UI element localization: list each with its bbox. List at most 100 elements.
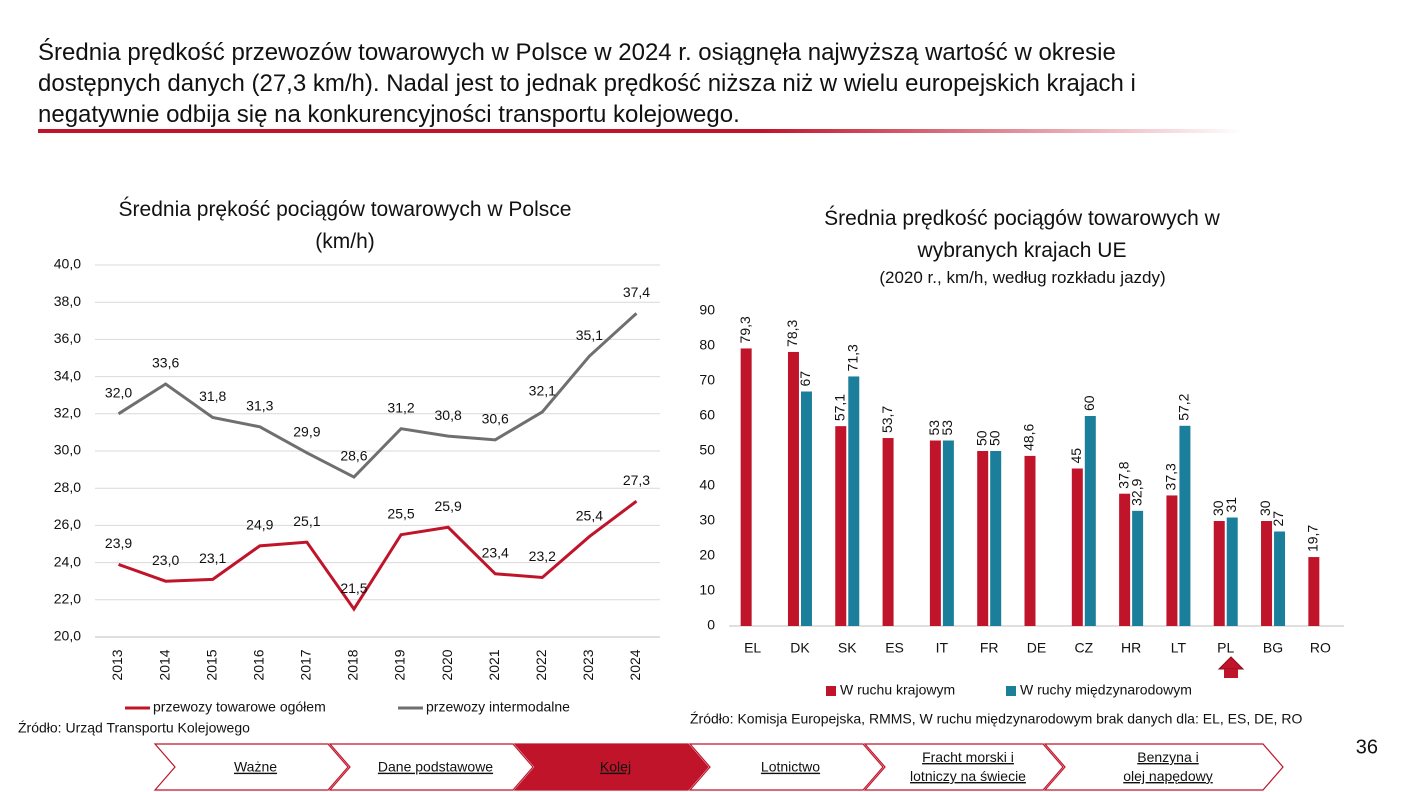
value-label: 33,6 [152, 355, 179, 371]
value-label: 29,9 [293, 424, 320, 440]
bar [1024, 455, 1036, 626]
x-tick-label: HR [1121, 640, 1141, 656]
source: Źródło: Komisja Europejska, RMMS, W ruch… [690, 711, 1302, 727]
bar [1132, 510, 1144, 626]
value-label: 31 [1223, 497, 1239, 513]
value-label: 37,8 [1115, 461, 1131, 488]
nav-chevron [1043, 743, 1284, 791]
y-tick-label: 70 [699, 372, 715, 388]
y-tick-label: 22,0 [54, 591, 81, 607]
y-tick-label: 20 [699, 547, 715, 563]
value-label: 31,2 [387, 399, 414, 415]
value-label: 23,4 [482, 544, 509, 560]
nav-link[interactable]: Dane podstawowe [378, 759, 493, 775]
bar [1119, 493, 1131, 626]
x-tick-label: 2015 [203, 649, 219, 680]
source: Źródło: Urząd Transportu Kolejowego [18, 720, 250, 736]
bar [1213, 521, 1225, 626]
x-tick-label: 2017 [298, 649, 314, 680]
bar [990, 451, 1002, 626]
y-tick-label: 10 [699, 582, 715, 598]
header-underline [38, 129, 1243, 133]
value-label: 57,1 [831, 394, 847, 421]
value-label: 25,9 [435, 498, 462, 514]
bar [942, 440, 954, 626]
bar [1261, 521, 1273, 626]
value-label: 57,2 [1176, 393, 1192, 420]
bar [787, 351, 799, 626]
value-label: 32,1 [529, 383, 556, 399]
nav-link[interactable]: Ważne [234, 759, 277, 775]
value-label: 32,9 [1128, 478, 1144, 505]
value-label: 23,1 [199, 550, 226, 566]
x-tick-label: RO [1310, 640, 1331, 656]
legend-label: W ruchy międzynarodowym [1020, 682, 1192, 698]
value-label: 27 [1270, 511, 1286, 527]
value-label: 53 [926, 420, 942, 436]
y-tick-label: 90 [699, 302, 715, 318]
nav-link[interactable]: Lotnictwo [761, 759, 820, 775]
header: Średnia prędkość przewozów towarowych w … [38, 37, 1136, 130]
nav-link[interactable]: Benzyna i olej napędowy [1123, 749, 1213, 784]
bar [1166, 495, 1178, 626]
x-tick-label: 2014 [156, 649, 172, 680]
x-tick-label: 2013 [109, 649, 125, 680]
pl-arrow [1224, 669, 1238, 678]
bar [1071, 468, 1083, 626]
value-label: 32,0 [105, 385, 132, 401]
value-label: 25,1 [293, 513, 320, 529]
value-label: 19,7 [1305, 525, 1321, 552]
value-label: 53,7 [879, 406, 895, 433]
value-label: 30,8 [435, 407, 462, 423]
value-label: 37,3 [1163, 463, 1179, 490]
y-tick-label: 50 [699, 442, 715, 458]
value-label: 30 [1257, 500, 1273, 516]
x-tick-label: ES [885, 640, 904, 656]
y-tick-label: 40,0 [54, 256, 81, 272]
bar [848, 376, 860, 626]
x-tick-label: FR [980, 640, 999, 656]
y-tick-label: 38,0 [54, 293, 81, 309]
value-label: 31,8 [199, 388, 226, 404]
x-tick-label: LT [1171, 640, 1187, 656]
x-tick-label: 2016 [250, 649, 266, 680]
nav-chevron [863, 743, 1064, 791]
nav-chevron [328, 743, 534, 791]
y-tick-label: 24,0 [54, 553, 81, 569]
line [117, 312, 638, 479]
header-line: dostępnych danych (27,3 km/h). Nadal jes… [38, 70, 1136, 97]
value-label: 27,3 [623, 472, 650, 488]
nav-link[interactable]: Fracht morski i lotniczy na świecie [910, 749, 1026, 784]
y-tick-label: 26,0 [54, 516, 81, 532]
nav-link[interactable]: Kolej [600, 759, 631, 775]
value-label: 31,3 [246, 398, 273, 414]
y-tick-label: 80 [699, 337, 715, 353]
value-label: 71,3 [844, 344, 860, 371]
y-tick-label: 30,0 [54, 442, 81, 458]
x-tick-label: CZ [1074, 640, 1093, 656]
y-tick-label: 60 [699, 407, 715, 423]
chart-subtitle: (2020 r., km/h, według rozkładu jazdy) [879, 268, 1166, 287]
legend-label: W ruchu krajowym [840, 682, 955, 698]
value-label: 25,5 [387, 505, 414, 521]
y-tick-label: 40 [699, 477, 715, 493]
value-label: 48,6 [1021, 423, 1037, 450]
x-tick-label: 2020 [439, 649, 455, 680]
x-tick-label: PL [1217, 640, 1234, 656]
x-tick-label: 2021 [486, 649, 502, 680]
y-tick-label: 34,0 [54, 367, 81, 383]
value-label: 28,6 [340, 448, 367, 464]
value-label: 50 [973, 430, 989, 446]
value-label: 23,2 [529, 548, 556, 564]
x-tick-label: 2019 [392, 649, 408, 680]
value-label: 23,0 [152, 552, 179, 568]
chart-title: Średnia prękość pociągów towarowych w Po… [118, 198, 572, 253]
y-tick-label: 20,0 [54, 628, 81, 644]
x-tick-label: EL [744, 640, 761, 656]
bar [977, 451, 989, 626]
value-label: 45 [1068, 448, 1084, 464]
legend-label: przewozy towarowe ogółem [153, 699, 326, 715]
y-tick-label: 32,0 [54, 405, 81, 421]
x-tick-label: 2022 [533, 649, 549, 680]
